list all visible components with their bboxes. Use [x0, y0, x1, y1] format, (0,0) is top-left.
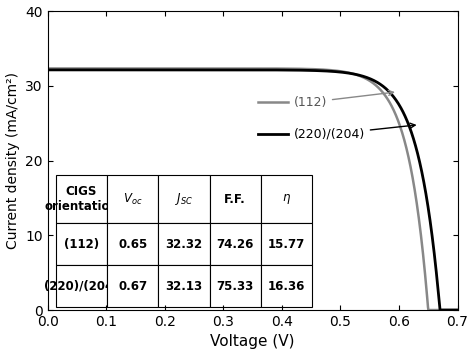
Text: (112): (112): [293, 91, 393, 109]
X-axis label: Voltage (V): Voltage (V): [210, 334, 295, 349]
Y-axis label: Current density (mA/cm²): Current density (mA/cm²): [6, 72, 19, 249]
Text: (220)/(204): (220)/(204): [293, 123, 415, 141]
